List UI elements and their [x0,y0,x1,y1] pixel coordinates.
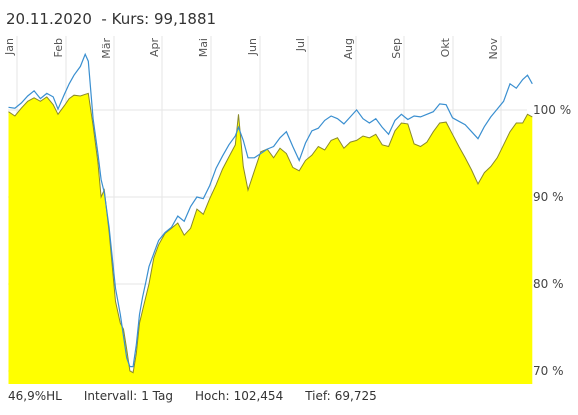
title-date: 20.11.2020 [6,10,92,28]
x-axis-labels: Jan Feb Mär Apr Mai Jun Jul Aug Sep Okt Nov [3,37,500,59]
footer-hoch-value: 102,454 [233,389,284,403]
chart-footer: 46,9%HL Intervall: 1 Tag Hoch: 102,454 Tie… [8,389,399,403]
x-label-Sep: Sep [390,38,403,59]
x-label-Mär: Mär [100,38,113,59]
footer-tief: Tief: 69,725 [305,389,377,403]
x-label-Jul: Jul [294,38,307,52]
price-chart: Jan Feb Mär Apr Mai Jun Jul Aug Sep Okt Nov 70 % 80… [3,36,571,385]
y-label-100: 100 % [533,103,571,117]
x-label-Mai: Mai [197,38,210,57]
footer-hl: 46,9%HL [8,389,62,403]
x-label-Okt: Okt [439,37,452,57]
x-label-Feb: Feb [52,38,65,57]
area-series-fill [8,93,533,385]
footer-intervall-value: 1 Tag [141,389,173,403]
x-label-Jan: Jan [3,38,16,56]
area-series-edge [8,92,533,374]
chart-title: 20.11.2020 - Kurs: 99,1881 [6,10,216,28]
x-label-Nov: Nov [487,38,500,60]
y-label-80: 80 % [533,277,564,291]
footer-tief-label: Tief: [305,389,331,403]
area-series-layer [8,92,533,385]
footer-hoch: Hoch: 102,454 [195,389,283,403]
footer-intervall-label: Intervall: [83,389,138,403]
line-series-layer [8,52,533,368]
x-label-Aug: Aug [342,38,355,59]
x-label-Jun: Jun [246,38,259,56]
footer-intervall: Intervall: 1 Tag [84,389,173,403]
y-label-70: 70 % [533,364,564,378]
title-kurs: - Kurs: 99,1881 [91,10,217,28]
y-label-90: 90 % [533,190,564,204]
y-axis-labels: 70 % 80 % 90 % 100 % [533,103,571,378]
x-label-Apr: Apr [148,38,161,58]
line-series [8,52,533,368]
footer-tief-value: 69,725 [334,389,377,403]
footer-hoch-label: Hoch: [194,389,230,403]
